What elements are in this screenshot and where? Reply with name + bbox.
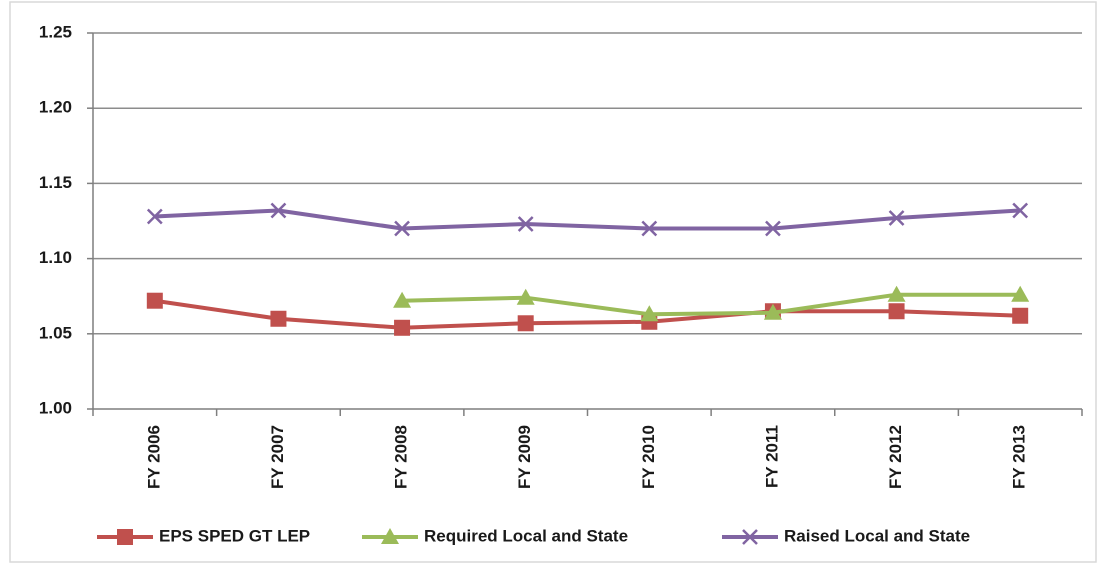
x-tick-label: FY 2013 [1010, 425, 1029, 489]
marker [1011, 285, 1030, 302]
marker [516, 288, 535, 305]
x-tick-label: FY 2012 [886, 425, 905, 489]
x-tick-label: FY 2007 [268, 425, 287, 489]
marker [146, 208, 163, 225]
y-tick-label: 1.10 [39, 248, 72, 267]
x-tick-label: FY 2009 [515, 425, 534, 489]
y-tick-label: 1.25 [39, 22, 72, 41]
legend-item: Raised Local and State [722, 526, 970, 545]
legend-item: Required Local and State [362, 526, 628, 545]
marker [640, 305, 659, 322]
legend-label: Raised Local and State [784, 526, 970, 545]
legend-label: Required Local and State [424, 526, 628, 545]
y-tick-label: 1.00 [39, 398, 72, 417]
marker [517, 216, 534, 232]
series-line [402, 292, 1021, 317]
marker [394, 220, 410, 237]
x-tick-label: FY 2006 [144, 425, 163, 489]
legend-marker [381, 528, 399, 544]
marker [887, 285, 906, 302]
marker [1012, 307, 1029, 324]
marker [765, 220, 781, 237]
marker [270, 202, 287, 219]
y-tick-label: 1.20 [39, 98, 72, 117]
legend-marker [742, 529, 758, 545]
marker [393, 291, 412, 308]
legend-label: EPS SPED GT LEP [159, 526, 310, 545]
marker [1012, 202, 1029, 219]
y-tick-label: 1.15 [39, 173, 72, 192]
marker [394, 319, 411, 336]
marker [146, 292, 163, 309]
marker [641, 220, 658, 237]
y-tick-label: 1.05 [39, 323, 72, 342]
chart-border [9, 1, 1097, 563]
x-tick-label: FY 2011 [762, 425, 781, 488]
x-tick-label: FY 2010 [639, 425, 658, 489]
marker [888, 303, 905, 320]
marker [888, 210, 905, 226]
legend-item: EPS SPED GT LEP [97, 526, 310, 545]
marker [270, 310, 287, 327]
series-line [154, 208, 1021, 231]
marker [517, 315, 534, 332]
marker [763, 303, 782, 320]
series-line [154, 298, 1021, 330]
x-tick-label: FY 2008 [392, 425, 411, 489]
legend-marker [117, 529, 133, 545]
